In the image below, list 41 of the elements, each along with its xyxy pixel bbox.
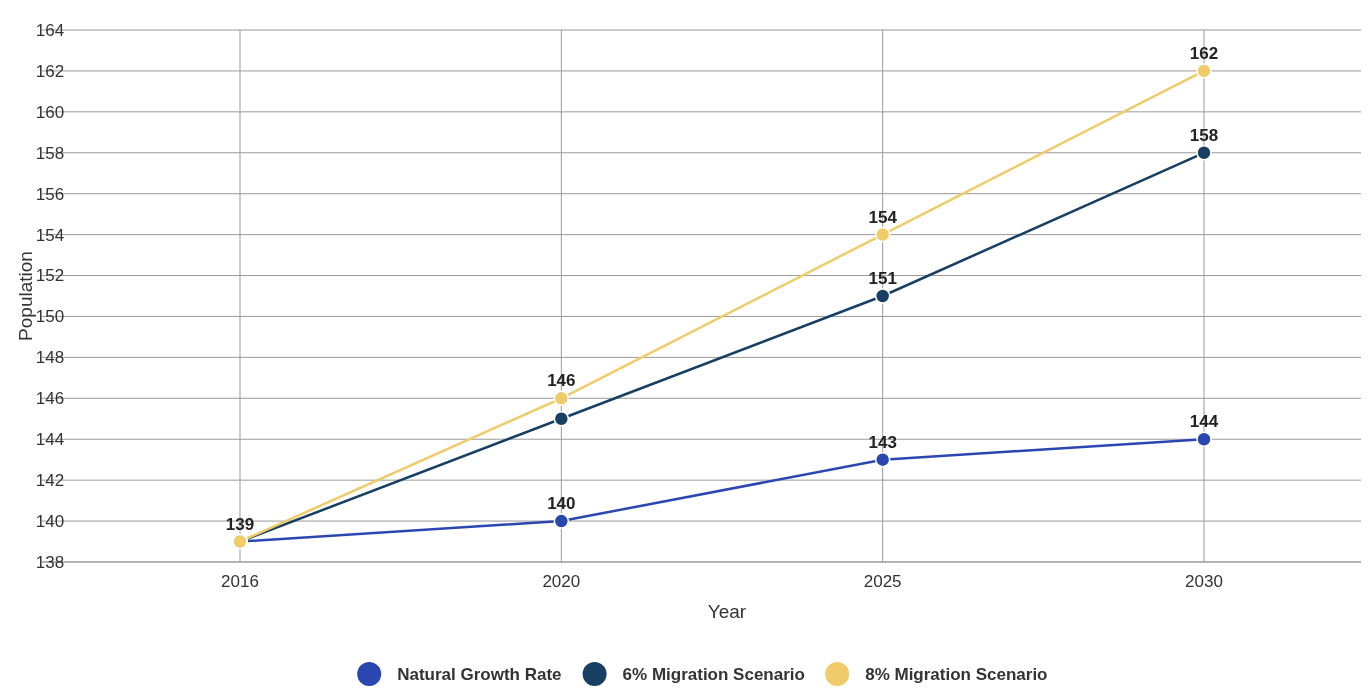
data-label: 144 (1189, 412, 1219, 432)
y-tick-label: 146 (35, 389, 65, 409)
point (553, 390, 570, 407)
x-tick-label: 2025 (863, 572, 902, 591)
y-tick-label: 156 (35, 184, 65, 204)
data-label: 158 (1189, 125, 1219, 145)
y-tick-label: 150 (35, 307, 65, 327)
legend-label: 6% Migration Scenario (622, 664, 805, 684)
y-tick-label: 164 (35, 20, 65, 40)
x-tick-label: 2020 (542, 572, 581, 591)
y-tick-label: 144 (35, 430, 65, 450)
point (553, 411, 570, 427)
point (553, 513, 570, 529)
x-tick-label: 2030 (1185, 572, 1223, 591)
data-label: 140 (547, 494, 576, 514)
y-axis-title: Population (15, 251, 36, 341)
y-tick-label: 148 (35, 348, 65, 368)
point (1196, 145, 1212, 161)
data-label: 143 (868, 432, 897, 452)
point (874, 451, 891, 468)
x-axis-title: Year (707, 601, 747, 622)
legend-label: 8% Migration Scenario (865, 664, 1048, 684)
y-tick-label: 160 (35, 102, 65, 122)
data-label: 139 (225, 514, 255, 534)
data-label: 154 (868, 207, 898, 227)
point (874, 226, 891, 243)
point (1196, 431, 1212, 447)
y-tick-label: 140 (35, 512, 65, 532)
legend-label: Natural Growth Rate (397, 664, 562, 684)
point (1196, 63, 1212, 79)
y-tick-label: 158 (35, 143, 65, 163)
data-label: 146 (547, 371, 576, 391)
point (874, 288, 891, 304)
y-tick-label: 152 (35, 266, 65, 286)
y-tick-label: 154 (35, 225, 65, 245)
y-tick-label: 138 (35, 552, 65, 572)
y-tick-label: 162 (35, 61, 65, 81)
data-label: 151 (868, 269, 897, 288)
y-tick-label: 142 (35, 471, 65, 491)
data-label: 162 (1189, 43, 1219, 63)
x-tick-label: 2016 (221, 572, 259, 591)
